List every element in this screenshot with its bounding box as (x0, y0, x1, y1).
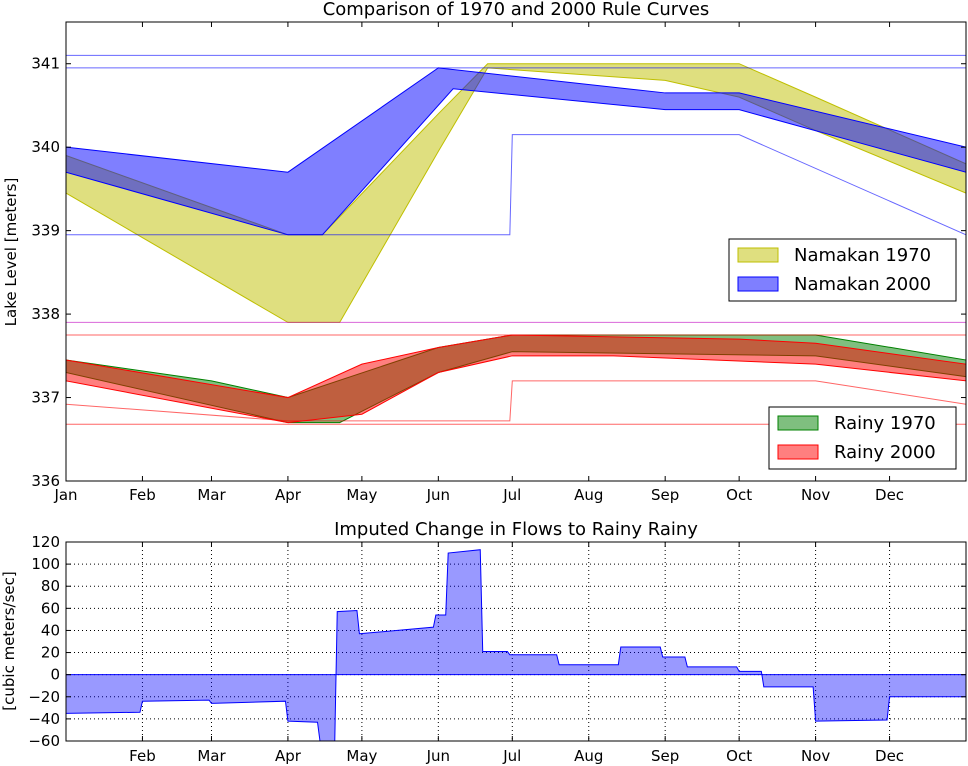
top-y-tick-label: 340 (31, 138, 60, 156)
bottom-series-group (65, 549, 967, 742)
legend-swatch-namakan-2000 (737, 276, 779, 292)
top-reference-lines (65, 54, 967, 425)
bottom-x-tick-label: Apr (275, 747, 302, 765)
reference-line-3 (66, 134, 967, 236)
bottom-y-tick-label: 0 (50, 666, 60, 684)
top-x-tick-label: Jan (53, 486, 77, 504)
bottom-ticks: Feb Mar Apr May Jun Jul Aug Sep Oct Nov Dec −60 −40 −… (28, 533, 966, 765)
legend-namakan: Namakan 1970 Namakan 2000 (728, 238, 957, 302)
bottom-x-tick-label: Feb (129, 747, 156, 765)
legend-swatch-rainy-1970 (777, 415, 819, 431)
legend-label-namakan-2000: Namakan 2000 (794, 274, 931, 295)
top-x-tick-label: Sep (651, 486, 679, 504)
legend-label-rainy-1970: Rainy 1970 (834, 413, 936, 434)
top-x-tick-label: Apr (275, 486, 302, 504)
legend-label-namakan-1970: Namakan 1970 (794, 245, 931, 266)
bottom-y-tick-label: 80 (41, 577, 60, 595)
bottom-x-tick-label: Mar (197, 747, 226, 765)
bottom-y-axis-label: [cubic meters/sec] (0, 571, 18, 710)
bottom-chart-title: Imputed Change in Flows to Rainy Rainy (334, 519, 698, 540)
bottom-y-tick-label: −40 (28, 710, 60, 728)
bottom-x-tick-label: Sep (651, 747, 679, 765)
top-y-tick-label: 339 (31, 222, 60, 240)
legend-rainy: Rainy 1970 Rainy 2000 (768, 406, 957, 470)
top-ticks: Jan Feb Mar Apr May Jun Jul Aug Sep Oct Nov Dec 336 3… (31, 22, 966, 504)
top-y-axis-label: Lake Level [meters] (2, 178, 20, 327)
bottom-y-tick-label: −60 (28, 732, 60, 750)
bottom-plot-area (66, 542, 966, 741)
bottom-x-tick-label: May (346, 747, 377, 765)
bottom-y-tick-label: 100 (31, 555, 60, 573)
legend-swatch-rainy-2000 (777, 444, 819, 460)
top-y-tick-label: 337 (31, 389, 60, 407)
top-x-tick-label: Mar (197, 486, 226, 504)
top-y-tick-label: 338 (31, 305, 60, 323)
bottom-axes: Feb Mar Apr May Jun Jul Aug Sep Oct Nov Dec −60 −40 −… (0, 519, 967, 765)
top-x-tick-label: Aug (574, 486, 603, 504)
top-x-tick-label: May (346, 486, 377, 504)
bottom-y-tick-label: −20 (28, 688, 60, 706)
top-x-tick-label: Nov (801, 486, 830, 504)
top-chart-title: Comparison of 1970 and 2000 Rule Curves (323, 0, 710, 20)
bottom-y-tick-label: 60 (41, 599, 60, 617)
top-x-tick-label: Oct (726, 486, 752, 504)
bottom-y-tick-label: 120 (31, 533, 60, 551)
bottom-x-tick-label: Nov (801, 747, 830, 765)
bottom-x-tick-label: Jun (426, 747, 450, 765)
top-axes: Jan Feb Mar Apr May Jun Jul Aug Sep Oct Nov Dec 336 3… (2, 0, 967, 504)
reference-line-6 (65, 380, 967, 422)
top-y-tick-label: 341 (31, 55, 60, 73)
legend-swatch-namakan-1970 (737, 247, 779, 263)
legend-label-rainy-2000: Rainy 2000 (834, 442, 936, 463)
bottom-x-tick-label: Dec (875, 747, 904, 765)
flow-change-area (65, 549, 967, 742)
bottom-plot-frame (65, 541, 967, 742)
top-y-tick-label: 336 (31, 472, 60, 490)
top-plot-frame (65, 21, 967, 482)
top-x-tick-label: Dec (875, 486, 904, 504)
top-x-tick-label: Jul (502, 486, 521, 504)
bottom-x-tick-label: Aug (574, 747, 603, 765)
top-x-tick-label: Jun (426, 486, 450, 504)
bottom-x-tick-label: Oct (726, 747, 752, 765)
top-x-tick-label: Feb (129, 486, 156, 504)
bottom-y-tick-label: 20 (41, 644, 60, 662)
bottom-y-tick-label: 40 (41, 621, 60, 639)
bottom-x-tick-label: Jul (502, 747, 521, 765)
